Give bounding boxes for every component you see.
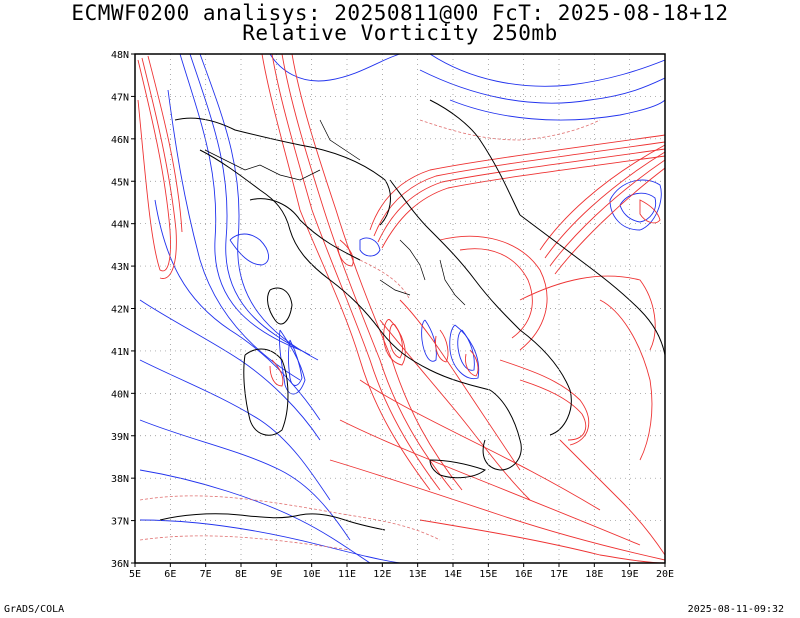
y-tick-label: 45N (111, 177, 129, 188)
y-tick-label: 42N (111, 305, 129, 316)
dashed-contours (139, 119, 601, 551)
x-tick-label: 15E (479, 569, 497, 580)
y-tick-label: 36N (111, 559, 129, 570)
y-tick-label: 41N (111, 347, 129, 358)
x-tick-label: 9E (270, 569, 282, 580)
y-tick-label: 39N (111, 432, 129, 443)
grid-lines (135, 54, 665, 563)
y-tick-label: 46N (111, 135, 129, 146)
plot-area (135, 54, 665, 563)
x-tick-label: 7E (200, 569, 212, 580)
x-tick-label: 17E (550, 569, 568, 580)
y-tick-label: 37N (111, 517, 129, 528)
y-tick-label: 44N (111, 220, 129, 231)
x-tick-label: 19E (621, 569, 639, 580)
x-axis: 5E 6E 7E 8E 9E 10E 11E 12E 13E 14E 15E 16E 17E 18E 19E… (129, 563, 674, 580)
footer-timestamp: 2025-08-11-09:32 (687, 604, 784, 615)
footer-credit: GrADS/COLA (4, 604, 65, 615)
x-tick-label: 10E (303, 569, 321, 580)
x-tick-label: 16E (515, 569, 533, 580)
positive-contours (137, 54, 665, 563)
x-tick-label: 12E (373, 569, 391, 580)
x-tick-label: 18E (585, 569, 603, 580)
chart-subtitle: Relative Vorticity 250mb (242, 21, 558, 45)
x-tick-label: 6E (164, 569, 176, 580)
negative-contours (139, 54, 665, 563)
coastlines (159, 99, 665, 531)
x-tick-label: 13E (409, 569, 427, 580)
x-tick-label: 5E (129, 569, 141, 580)
y-tick-label: 47N (111, 92, 129, 103)
y-axis: 48N 47N 46N 45N 44N 43N 42N 41N 40N 39N 38N 37N 36N (111, 50, 135, 570)
y-tick-label: 38N (111, 474, 129, 485)
y-tick-label: 43N (111, 262, 129, 273)
x-tick-label: 14E (444, 569, 462, 580)
x-tick-label: 11E (338, 569, 356, 580)
x-tick-label: 8E (235, 569, 247, 580)
y-tick-label: 48N (111, 50, 129, 61)
x-tick-label: 20E (656, 569, 674, 580)
chart-title: ECMWF0200 analisys: 20250811@00 FcT: 202… (71, 1, 729, 25)
y-tick-label: 40N (111, 389, 129, 400)
borders (204, 119, 466, 306)
